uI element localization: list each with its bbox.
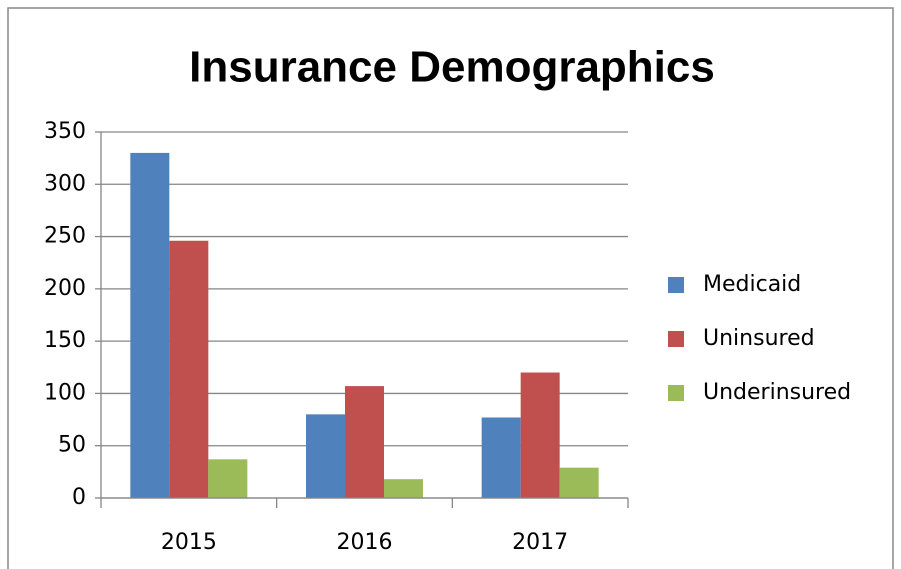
y-tick-label: 100 [44,380,86,405]
bar [208,459,248,498]
y-tick-label: 50 [58,433,86,458]
bar [559,467,599,498]
x-tick-label: 2017 [512,530,568,555]
legend-label: Underinsured [703,380,851,405]
legend-swatch [668,385,684,401]
y-tick-label: 250 [44,224,86,249]
legend-swatch [668,277,684,293]
bar [481,417,521,498]
bar [169,240,209,499]
y-tick-label: 300 [44,171,86,196]
y-tick-label: 200 [44,276,86,301]
bar [520,372,560,498]
legend-label: Medicaid [703,272,801,297]
legend-swatch [668,331,684,347]
y-tick-label: 0 [72,485,86,510]
y-tick-label: 350 [44,119,86,144]
bar [130,152,170,498]
bar [306,414,345,498]
legend-label: Uninsured [703,326,815,351]
chart-title: Insurance Demographics [189,43,715,92]
bar [384,479,423,498]
y-tick-label: 150 [44,328,86,353]
bar [345,386,384,498]
x-tick-label: 2016 [337,530,393,555]
x-tick-label: 2015 [161,530,217,555]
